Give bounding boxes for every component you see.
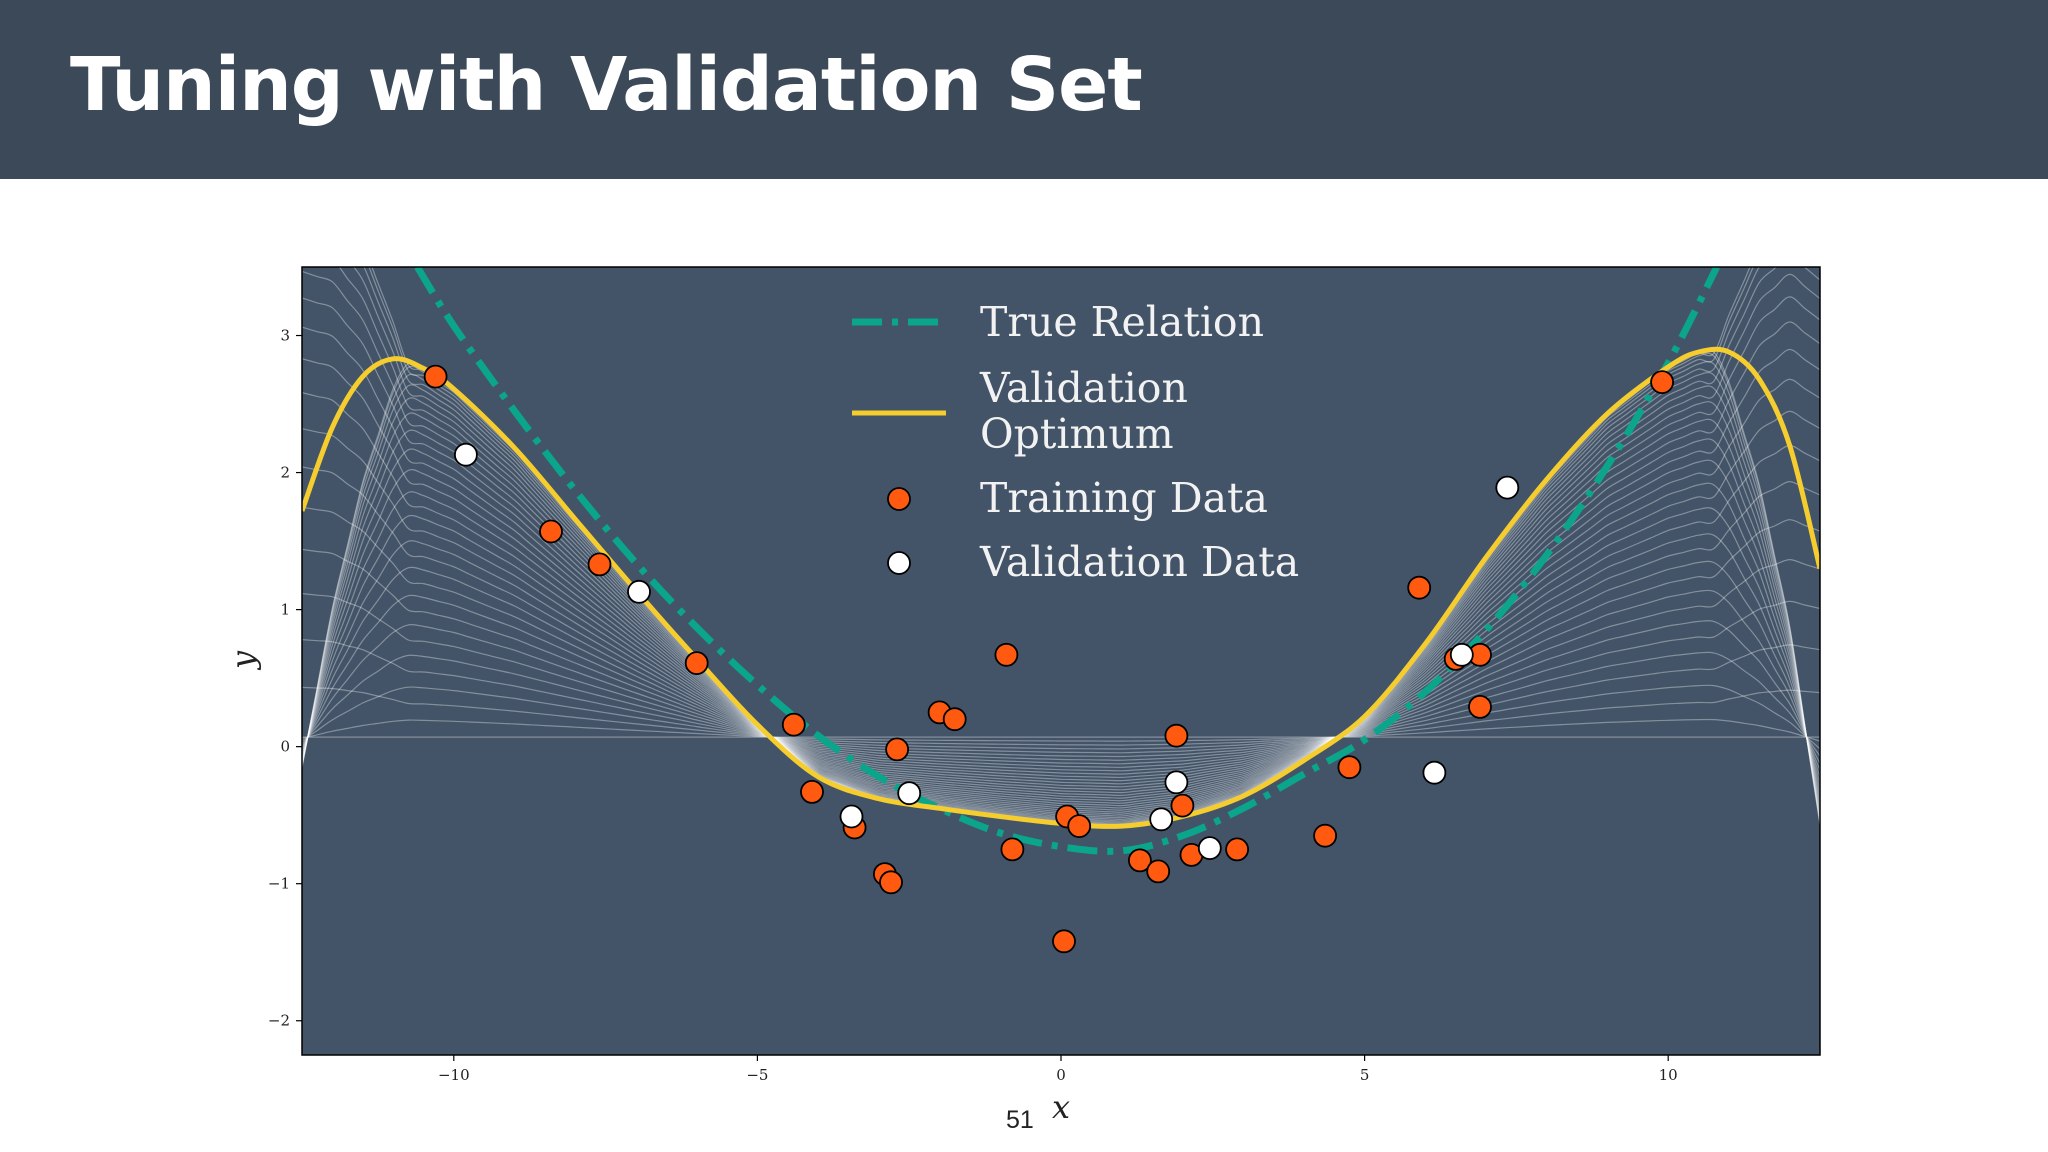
fit-curve [302,428,1820,788]
fit-curve [302,533,1820,785]
y-tick-label: 1 [280,601,290,619]
legend-validation-optimum-label-line2: Optimum [980,410,1174,458]
training-point [1128,848,1152,873]
x-tick-label: −5 [746,1066,768,1084]
series-points [423,364,1674,954]
fit-curve [302,593,1820,761]
fit-curve [302,507,1820,791]
fit-curve [302,651,1820,758]
fit-curve [302,297,1820,809]
training-point [1146,859,1171,884]
y-tick-label: 3 [280,327,290,345]
fit-curve [302,560,1820,779]
fit-curve [302,326,1820,804]
validation-point [627,579,651,604]
training-point [684,651,709,675]
x-tick-label: −10 [438,1066,470,1084]
training-point [539,519,563,544]
legend-training-data-label: Training Data [980,474,1268,522]
slide-header: Tuning with Validation Set [0,0,2048,179]
page-number: 51 [1006,1106,1034,1134]
validation-point [1449,642,1474,667]
y-tick-label: 0 [280,738,290,756]
validation-point [1197,836,1222,860]
x-tick-label: 10 [1659,1066,1678,1084]
x-axis-label: x [1052,1088,1070,1126]
fit-curve [302,718,1820,742]
training-point [1650,370,1674,395]
validation-point [453,442,478,467]
legend-validation-optimum-label-line1: Validation [979,364,1188,412]
training-point [800,780,824,804]
validation-point [839,804,864,829]
validation-point [1495,475,1520,500]
training-point [942,707,967,732]
fit-curve [302,639,1820,754]
plot-area [302,267,1820,1055]
training-point [423,364,448,389]
y-tick-label: −1 [268,875,290,893]
training-point [1067,814,1092,838]
validation-point [1422,760,1447,785]
training-point [879,870,903,895]
training-point [1225,837,1249,862]
fit-curve [302,686,1820,746]
training-point [1468,695,1492,719]
legend-validation-data-label: Validation Data [979,538,1299,586]
legend-true-relation-label: True Relation [980,298,1264,346]
fit-curve [302,466,1820,782]
fit-curve [302,589,1820,772]
training-point [994,642,1019,667]
x-tick-label: 5 [1360,1066,1370,1084]
fit-curve [302,459,1820,802]
validation-point [897,781,922,806]
true-relation-line [414,267,1720,855]
legend-training-data-marker [887,487,911,511]
training-point [1164,723,1189,748]
training-point [587,552,612,577]
training-point [1313,823,1337,848]
training-point [1337,755,1362,780]
fit-curve [302,392,1820,794]
validation-point [1164,770,1189,795]
legend-validation-data-marker [887,551,911,575]
training-point [1170,793,1195,818]
y-tick-label: 2 [280,464,290,482]
validation-point [1149,807,1174,832]
fit-curve [302,620,1820,765]
training-point [1407,575,1432,600]
fit-curve [302,548,1820,768]
training-point [1052,929,1076,954]
y-tick-label: −2 [268,1012,290,1030]
y-axis-label: y [224,650,262,671]
training-point [885,737,909,762]
fit-curve [302,482,1820,797]
fit-curve [302,506,1820,775]
x-tick-label: 0 [1056,1066,1066,1084]
slide-title: Tuning with Validation Set [70,42,1143,128]
training-point [781,712,806,737]
fit-curve [302,684,1820,750]
training-point [1000,837,1025,862]
fit-curve [302,358,1820,799]
